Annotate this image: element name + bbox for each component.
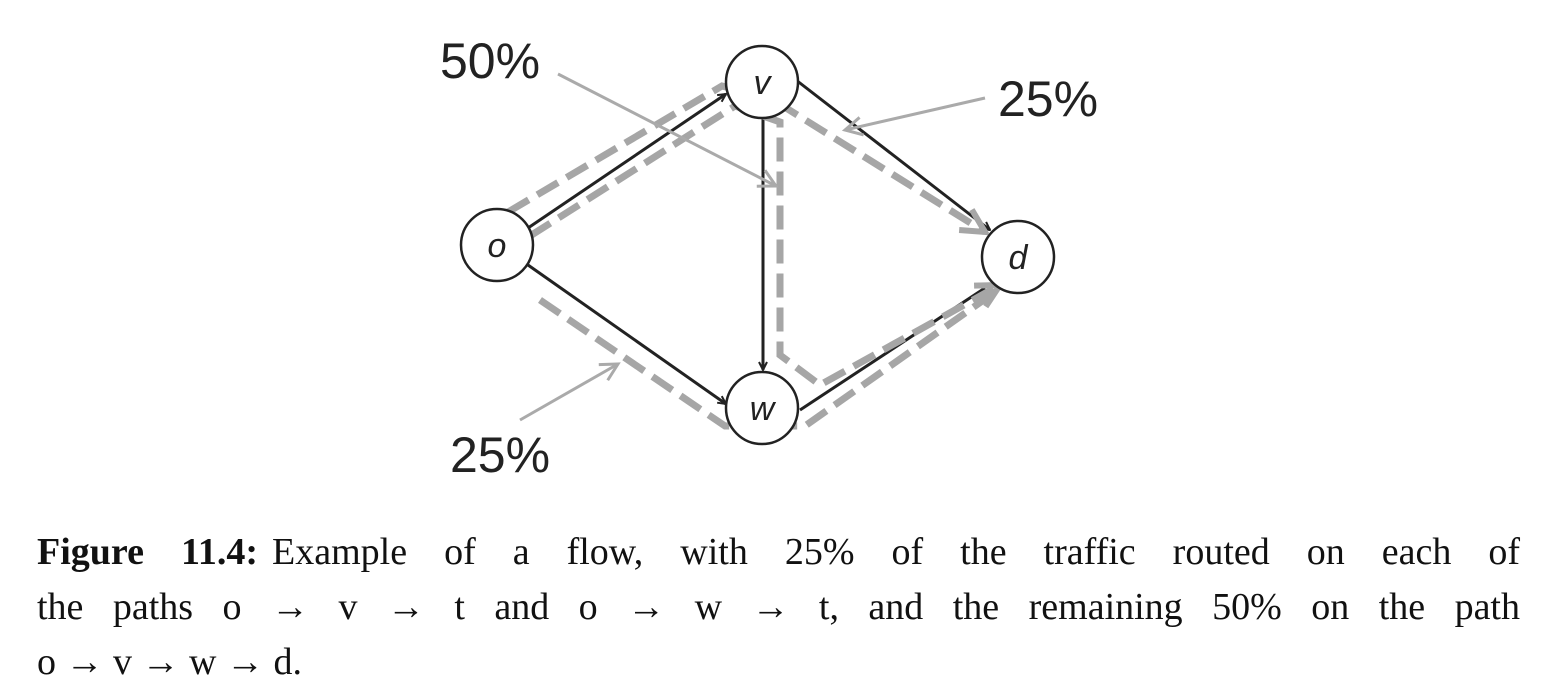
caption-label: Figure 11.4:	[37, 531, 259, 573]
flow-label: 25%	[998, 71, 1098, 127]
pointer	[519, 362, 621, 422]
caption-line: o → v → w → d.	[37, 641, 302, 683]
flow-path	[538, 289, 998, 430]
pointer	[841, 96, 986, 137]
flow-label: 25%	[450, 427, 550, 483]
node-label: v	[754, 64, 773, 102]
node	[724, 44, 800, 120]
pointer	[557, 72, 779, 188]
caption-line: the paths o → v → t and o → w → t, and t…	[37, 586, 1520, 628]
pointers	[519, 72, 986, 422]
flow-diagram: o v w d 50% 25% 25%	[440, 33, 1098, 483]
nodes	[459, 44, 1056, 446]
edges	[527, 78, 990, 412]
node-label: d	[1009, 239, 1029, 277]
caption: Figure 11.4: Example of a flow, with 25% …	[37, 525, 1520, 690]
node-label: o	[488, 227, 507, 265]
node-label: w	[750, 390, 777, 428]
node	[459, 207, 535, 283]
caption-text: Example of a flow, with 25% of the traff…	[272, 531, 1520, 573]
edge	[527, 94, 726, 230]
edge	[795, 78, 990, 230]
node	[980, 219, 1056, 295]
flow-label: 50%	[440, 33, 540, 89]
node	[724, 370, 800, 446]
edge	[527, 263, 726, 404]
caption-line: Figure 11.4: Example of a flow, with 25% …	[37, 525, 1520, 580]
